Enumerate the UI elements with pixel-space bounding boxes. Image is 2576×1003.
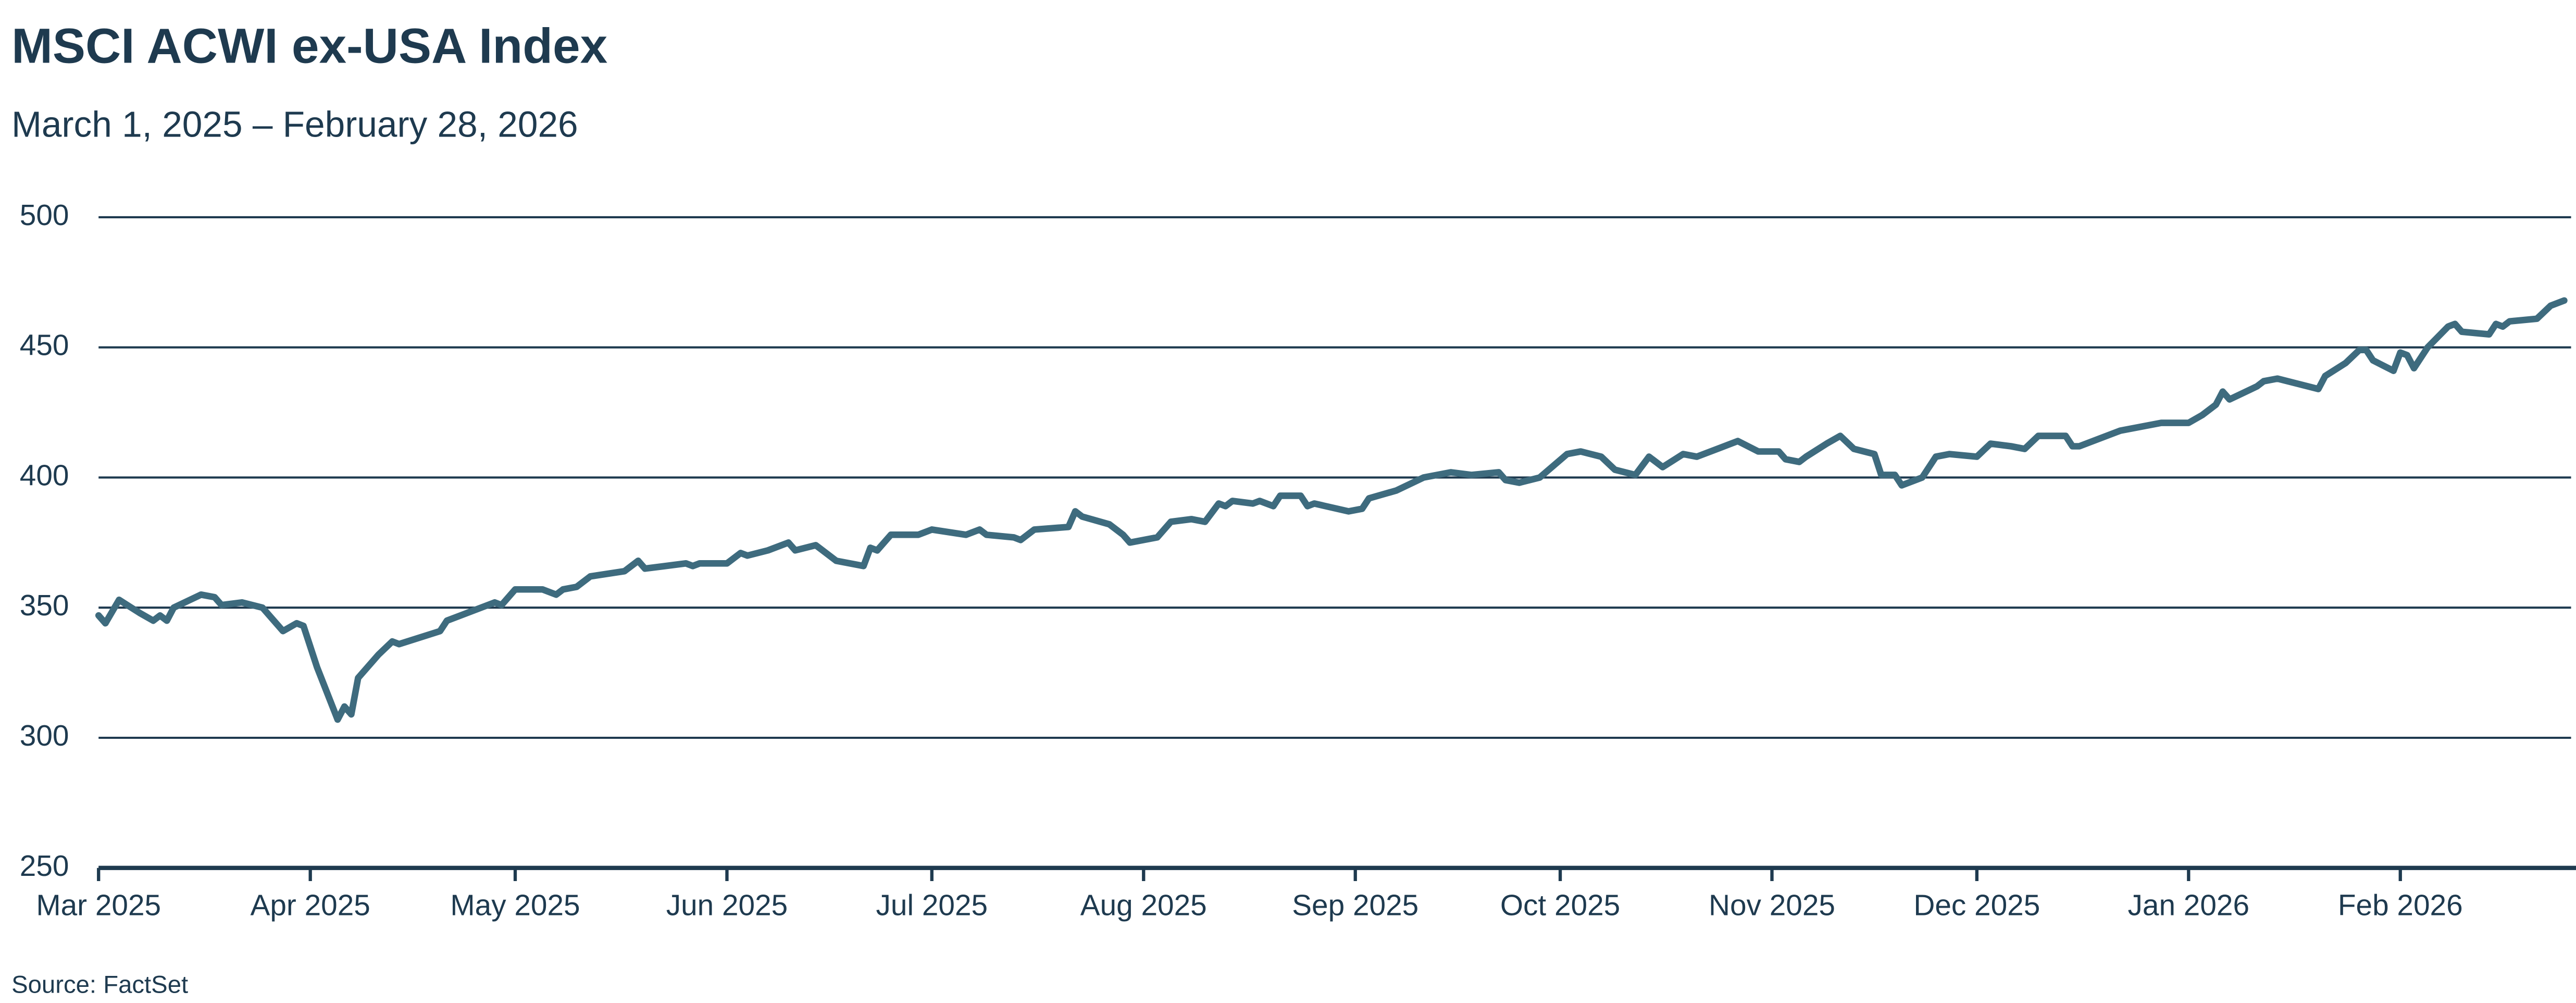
x-tick-label: Jan 2026	[2128, 889, 2250, 922]
y-tick-label: 300	[20, 720, 69, 752]
x-tick-label: Oct 2025	[1500, 889, 1620, 922]
chart-subtitle: March 1, 2025 – February 28, 2026	[11, 104, 578, 144]
x-tick-label: May 2025	[450, 889, 580, 922]
x-tick-label: Apr 2025	[251, 889, 370, 922]
x-tick-label: Mar 2025	[36, 889, 161, 922]
x-tick-label: Nov 2025	[1709, 889, 1835, 922]
y-tick-label: 350	[20, 589, 69, 622]
x-tick-label: Sep 2025	[1292, 889, 1418, 922]
y-tick-label: 450	[20, 329, 69, 362]
x-tick-label: Feb 2026	[2338, 889, 2463, 922]
y-tick-label: 500	[20, 199, 69, 232]
chart-title: MSCI ACWI ex-USA Index	[11, 18, 607, 73]
index-line	[95, 297, 2568, 723]
x-tick-label: Aug 2025	[1080, 889, 1207, 922]
y-tick-label: 250	[20, 850, 69, 883]
y-tick-label: 400	[20, 459, 69, 492]
source-note: Source: FactSet	[11, 971, 188, 998]
x-tick-label: Jul 2025	[876, 889, 988, 922]
x-tick-label: Dec 2025	[1913, 889, 2040, 922]
x-tick-label: Jun 2025	[666, 889, 788, 922]
